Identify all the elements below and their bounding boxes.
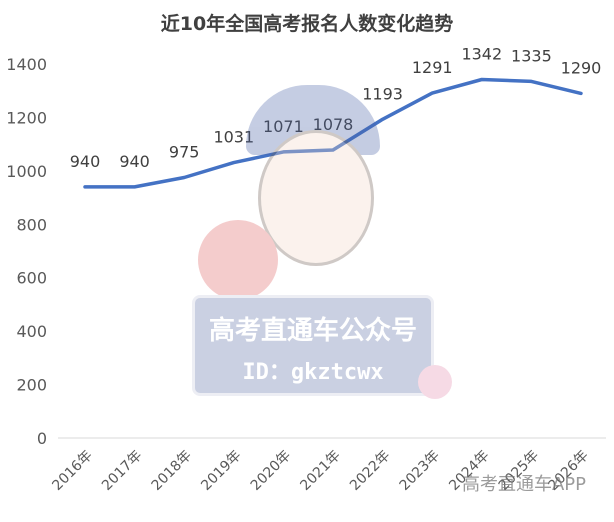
y-tick-label: 0 bbox=[37, 429, 47, 448]
footer-watermark: 高考直通车APP bbox=[461, 474, 586, 495]
x-tick-label: 2022年 bbox=[347, 448, 393, 494]
data-label: 1193 bbox=[362, 84, 403, 103]
data-label: 1031 bbox=[213, 128, 254, 147]
chart-title: 近10年全国高考报名人数变化趋势 bbox=[161, 12, 453, 35]
series-line bbox=[83, 77, 583, 189]
x-tick-label: 2017年 bbox=[99, 448, 145, 494]
x-tick-label: 2018年 bbox=[149, 448, 195, 494]
x-tick-label: 2020年 bbox=[248, 448, 294, 494]
data-label: 975 bbox=[169, 143, 200, 162]
y-tick-label: 1400 bbox=[6, 55, 47, 74]
data-label: 1290 bbox=[561, 58, 602, 77]
y-tick-label: 1200 bbox=[6, 108, 47, 127]
y-axis-ticks: 0 200 400 600 800 1000 1200 1400 bbox=[6, 55, 47, 448]
data-label: 940 bbox=[70, 152, 101, 171]
x-tick-label: 2021年 bbox=[297, 448, 343, 494]
data-label: 1078 bbox=[313, 115, 354, 134]
data-label: 1342 bbox=[461, 44, 502, 63]
data-label: 1071 bbox=[263, 117, 304, 136]
data-labels: 940 940 975 1031 1071 1078 1193 1291 1342 1335 129… bbox=[70, 44, 602, 170]
y-tick-label: 1000 bbox=[6, 162, 47, 181]
y-tick-label: 200 bbox=[16, 376, 47, 395]
x-tick-label: 2019年 bbox=[198, 448, 244, 494]
data-label: 1335 bbox=[511, 46, 552, 65]
y-tick-label: 400 bbox=[16, 322, 47, 341]
data-label: 940 bbox=[119, 152, 150, 171]
y-tick-label: 800 bbox=[16, 215, 47, 234]
y-tick-label: 600 bbox=[16, 269, 47, 288]
x-tick-label: 2016年 bbox=[49, 448, 95, 494]
data-label: 1291 bbox=[412, 58, 453, 77]
x-tick-label: 2023年 bbox=[397, 448, 443, 494]
